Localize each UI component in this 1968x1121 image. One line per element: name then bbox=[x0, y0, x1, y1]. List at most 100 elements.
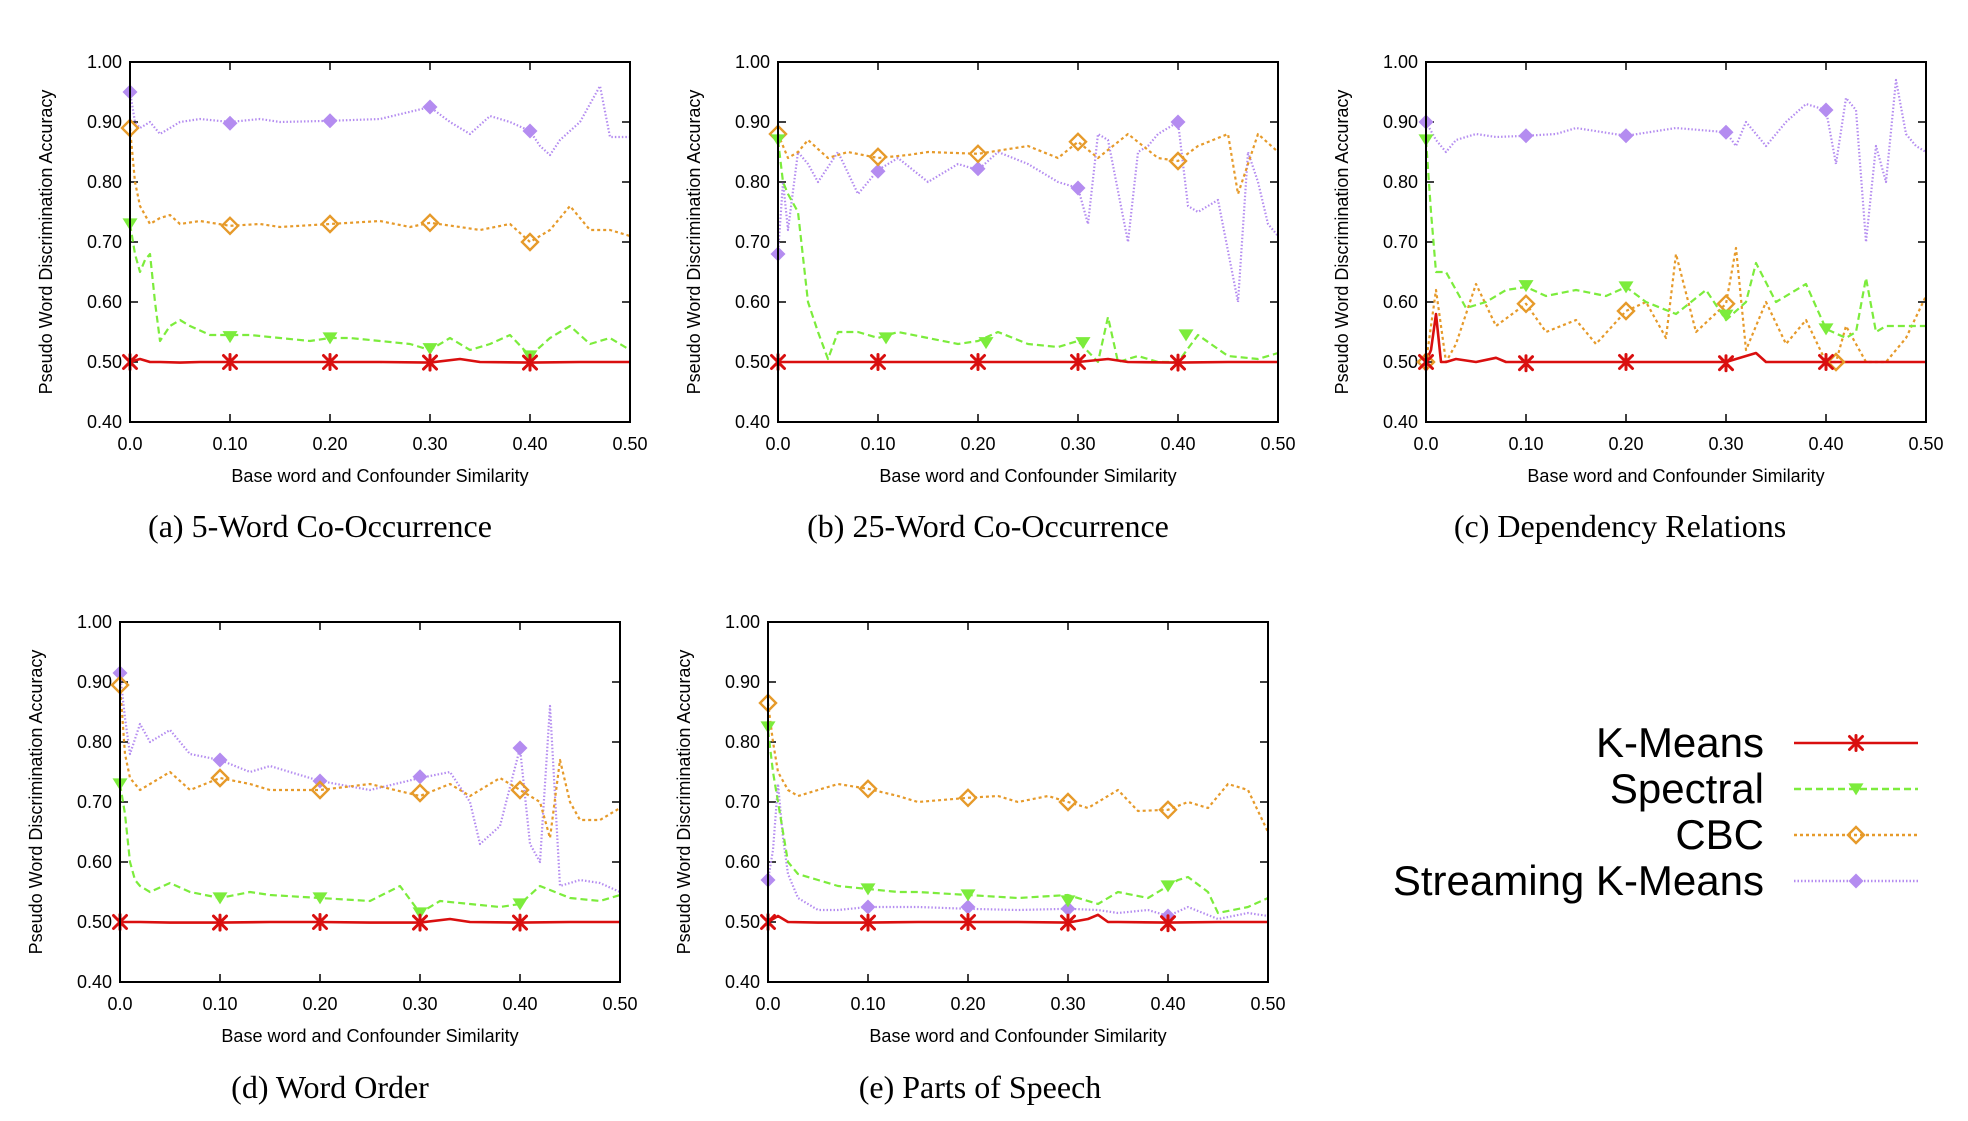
legend-item-cbc: CBC bbox=[1675, 811, 1920, 858]
y-tick-label: 0.50 bbox=[725, 912, 760, 932]
x-tick-label: 0.0 bbox=[1413, 434, 1438, 454]
y-tick-label: 0.50 bbox=[87, 352, 122, 372]
point-kmeans bbox=[312, 913, 328, 931]
point-spectral bbox=[312, 892, 328, 905]
point-kmeans bbox=[422, 353, 438, 372]
point-streaming-kmeans bbox=[1818, 102, 1834, 118]
point-kmeans bbox=[870, 353, 886, 371]
plot-frame bbox=[119, 621, 621, 983]
point-kmeans bbox=[860, 913, 876, 932]
x-tick-label: 0.50 bbox=[1908, 434, 1943, 454]
caption-c: (c) Dependency Relations bbox=[1453, 508, 1787, 544]
x-tick-label: 0.40 bbox=[512, 434, 547, 454]
y-tick-label: 0.60 bbox=[1383, 292, 1418, 312]
chart-e: 0.40 0.50 0.60 0.70 0.80 0.90 1.00 0.0 0.10 0.20 0… bbox=[674, 612, 1286, 1046]
series-line-spectral bbox=[776, 139, 1279, 364]
x-tick-label: 0.0 bbox=[117, 434, 142, 454]
point-cbc bbox=[1168, 151, 1188, 171]
point-cbc bbox=[968, 144, 988, 164]
x-tick-label: 0.10 bbox=[1508, 434, 1543, 454]
y-tick-label: 0.40 bbox=[735, 412, 770, 432]
series-line-kmeans bbox=[129, 357, 630, 364]
series-line-streaming-kmeans bbox=[118, 672, 621, 894]
x-tick-label: 0.20 bbox=[1608, 434, 1643, 454]
plot-frame bbox=[767, 621, 1269, 983]
chart-c: 0.40 0.50 0.60 0.70 0.80 0.90 1.00 0.0 0.10 0.20 0… bbox=[1332, 52, 1944, 486]
x-tick-label: 0.30 bbox=[402, 994, 437, 1014]
y-tick-label: 0.40 bbox=[1383, 412, 1418, 432]
point-spectral bbox=[212, 892, 228, 905]
legend-item-kmeans: K-Means bbox=[1596, 719, 1920, 766]
legend-item-spectral: Spectral bbox=[1609, 765, 1920, 812]
point-kmeans bbox=[960, 913, 976, 931]
series-line-kmeans bbox=[767, 913, 1268, 924]
point-kmeans bbox=[1160, 914, 1176, 933]
x-tick-label: 0.50 bbox=[1250, 994, 1285, 1014]
point-streaming-kmeans bbox=[1618, 128, 1634, 144]
x-tick-label: 0.20 bbox=[312, 434, 347, 454]
point-kmeans bbox=[970, 353, 986, 371]
point-streaming-kmeans bbox=[1060, 901, 1076, 917]
series-line-spectral bbox=[128, 223, 631, 358]
point-spectral bbox=[412, 907, 428, 920]
point-cbc bbox=[420, 213, 440, 233]
point-spectral bbox=[1518, 280, 1534, 293]
point-cbc bbox=[1716, 294, 1736, 314]
y-tick-label: 0.60 bbox=[77, 852, 112, 872]
series-line-streaming-kmeans bbox=[766, 782, 1269, 921]
point-kmeans bbox=[322, 353, 338, 371]
y-tick-label: 0.50 bbox=[1383, 352, 1418, 372]
panel-d: 0.40 0.50 0.60 0.70 0.80 0.90 1.00 0.0 0.10 0.20 0… bbox=[10, 600, 650, 1046]
point-kmeans bbox=[1618, 353, 1634, 371]
x-tick-label: 0.10 bbox=[860, 434, 895, 454]
x-tick-label: 0.20 bbox=[960, 434, 995, 454]
chart-d: 0.40 0.50 0.60 0.70 0.80 0.90 1.00 0.0 0.10 0.20 0… bbox=[26, 612, 638, 1046]
series-line-streaming-kmeans bbox=[1425, 78, 1927, 244]
y-tick-label: 0.40 bbox=[87, 412, 122, 432]
point-kmeans bbox=[412, 913, 428, 932]
point-kmeans bbox=[512, 913, 528, 932]
x-axis-label: Base word and Confounder Similarity bbox=[221, 1026, 518, 1046]
y-tick-label: 0.90 bbox=[77, 672, 112, 692]
plot-frame bbox=[777, 61, 1279, 423]
point-kmeans bbox=[1070, 353, 1086, 371]
legend-marker bbox=[1848, 734, 1864, 752]
y-tick-label: 0.50 bbox=[735, 352, 770, 372]
caption-a: (a) 5-Word Co-Occurrence bbox=[148, 508, 492, 544]
y-tick-label: 1.00 bbox=[725, 612, 760, 632]
point-spectral bbox=[860, 883, 876, 896]
point-cbc bbox=[210, 768, 230, 788]
y-tick-label: 0.90 bbox=[87, 112, 122, 132]
panel-e: 0.40 0.50 0.60 0.70 0.80 0.90 1.00 0.0 0.10 0.20 0… bbox=[658, 600, 1298, 1046]
y-tick-label: 0.80 bbox=[1383, 172, 1418, 192]
series-line-streaming-kmeans bbox=[776, 120, 1279, 304]
legend-swatch-kmeans bbox=[1794, 734, 1918, 752]
x-tick-label: 0.40 bbox=[502, 994, 537, 1014]
y-tick-label: 0.80 bbox=[735, 172, 770, 192]
point-streaming-kmeans bbox=[1718, 124, 1734, 140]
legend-label: Spectral bbox=[1609, 765, 1764, 812]
point-cbc bbox=[858, 779, 878, 799]
x-axis-label: Base word and Confounder Similarity bbox=[869, 1026, 1166, 1046]
legend-swatch-cbc bbox=[1794, 825, 1918, 845]
y-tick-label: 1.00 bbox=[735, 52, 770, 72]
y-tick-label: 0.90 bbox=[1383, 112, 1418, 132]
point-spectral bbox=[960, 889, 976, 902]
x-tick-label: 0.40 bbox=[1150, 994, 1185, 1014]
y-tick-label: 0.70 bbox=[87, 232, 122, 252]
y-tick-label: 0.70 bbox=[725, 792, 760, 812]
point-spectral bbox=[1060, 895, 1076, 908]
x-tick-label: 0.30 bbox=[1060, 434, 1095, 454]
point-cbc bbox=[1058, 792, 1078, 812]
x-axis-label: Base word and Confounder Similarity bbox=[231, 466, 528, 486]
point-streaming-kmeans bbox=[222, 115, 238, 131]
point-cbc bbox=[410, 783, 430, 803]
x-tick-label: 0.0 bbox=[755, 994, 780, 1014]
x-tick-label: 0.40 bbox=[1160, 434, 1195, 454]
plot-frame bbox=[1425, 61, 1927, 423]
legend-marker bbox=[1846, 825, 1866, 845]
point-streaming-kmeans bbox=[860, 899, 876, 915]
point-cbc bbox=[868, 147, 888, 167]
y-tick-label: 0.50 bbox=[77, 912, 112, 932]
point-spectral bbox=[1618, 281, 1634, 294]
